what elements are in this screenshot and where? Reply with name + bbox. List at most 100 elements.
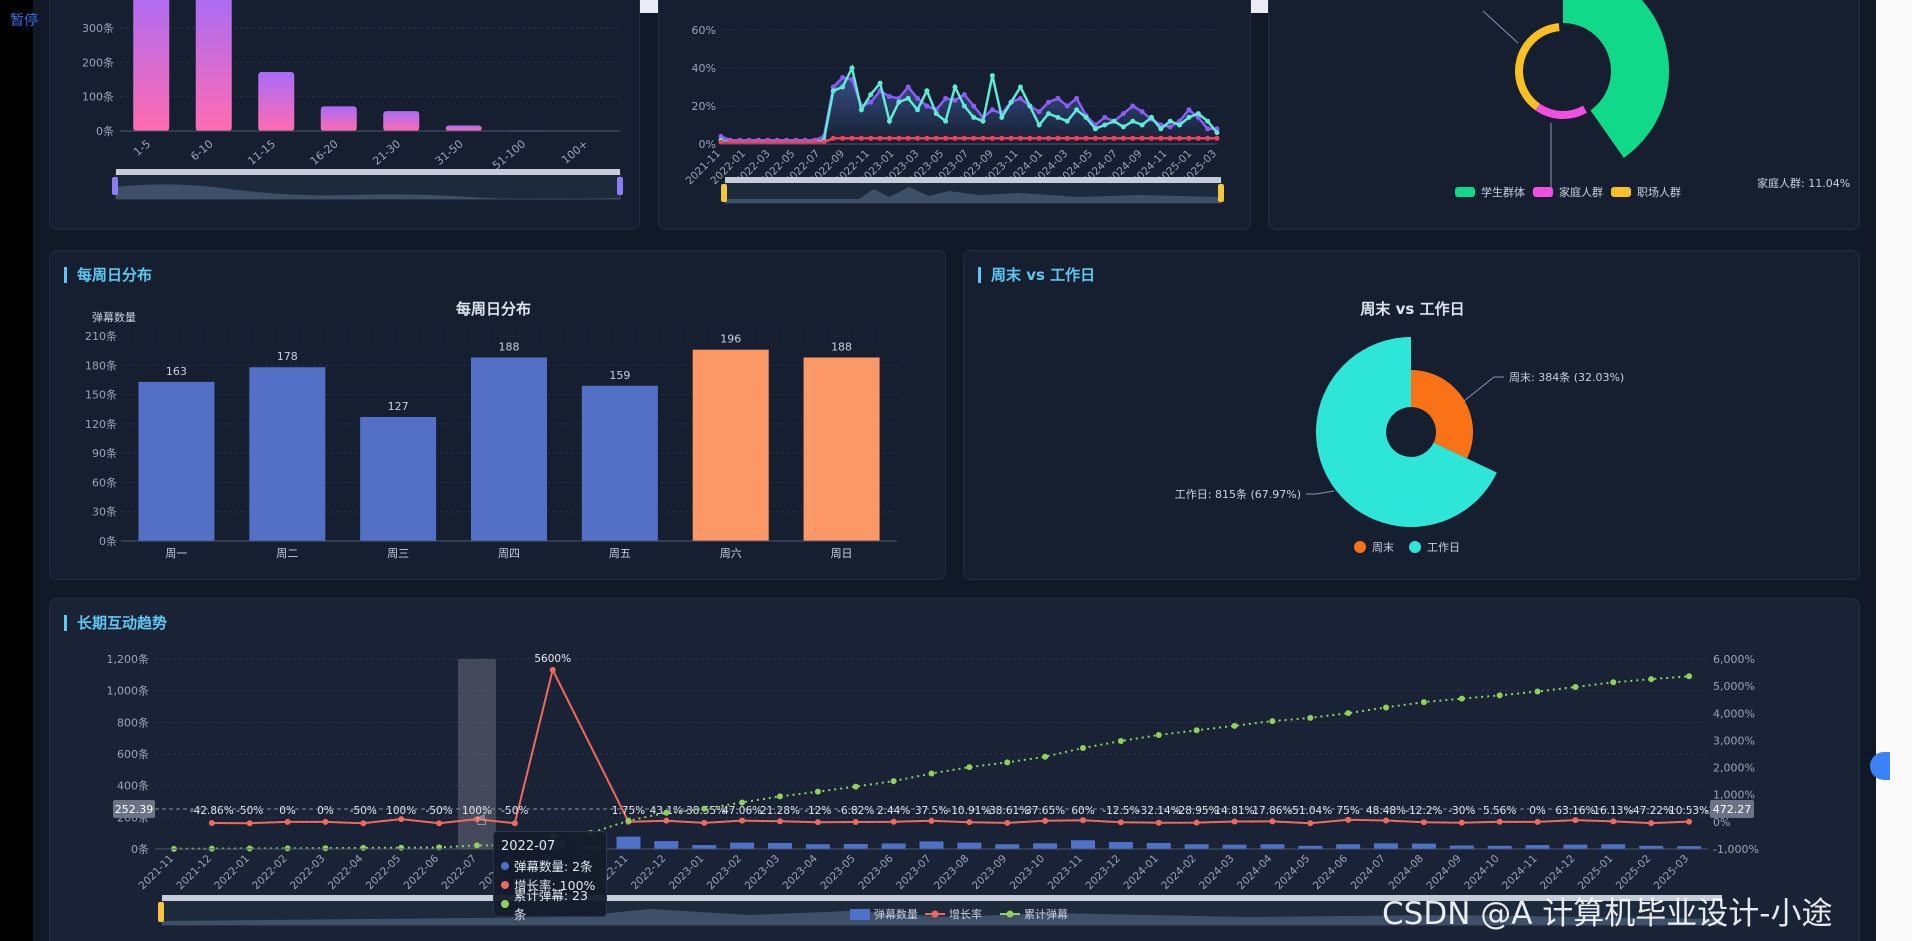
growth-line (211, 667, 1690, 825)
series-point (999, 114, 1005, 120)
series-point (1148, 114, 1154, 120)
growth-point (549, 666, 556, 673)
card-weekend: 周末 vs 工作日 周末 vs 工作日 周末: 384条 (32.03%) 工作日… (963, 250, 1860, 580)
legend-swatch-dot (931, 910, 939, 918)
series-point (727, 139, 733, 145)
zoom-slider-track (162, 895, 1722, 901)
growth-point (1117, 819, 1124, 826)
pie-slice (1563, 0, 1669, 158)
growth-point (1231, 818, 1238, 825)
growth-point (1080, 817, 1087, 824)
bar (995, 844, 1020, 849)
bar (1525, 845, 1550, 849)
cumulative-point (1534, 688, 1541, 695)
growth-label: 37.5% (915, 805, 948, 817)
x-tick-label: 2022-06 (402, 852, 442, 892)
series-point (849, 135, 855, 141)
legend-label: 学生群体 (1481, 185, 1525, 199)
bar (1449, 845, 1474, 849)
series-point (1158, 135, 1164, 141)
series-point (1139, 109, 1145, 115)
bar (692, 845, 717, 849)
series-point (1102, 122, 1108, 128)
series-point (961, 103, 967, 109)
y-tick-label: 40% (692, 62, 716, 75)
legend-label: 职场人群 (1637, 185, 1681, 199)
bar (1298, 845, 1323, 849)
series-point (1036, 109, 1042, 115)
series-point (961, 135, 967, 141)
series-point (1139, 122, 1145, 128)
x-tick-label: 2021-12 (174, 853, 214, 893)
y-tick-label-right: 5,000% (1713, 680, 1755, 693)
series-point (793, 139, 799, 145)
series-point (1008, 99, 1014, 105)
side-float-button[interactable] (1870, 752, 1890, 780)
series-point (971, 135, 977, 141)
label-leader-line (1463, 376, 1504, 402)
longterm-combo-chart: 0条200条400条600条800条1,000条1,200条-1,000%0%1… (107, 652, 1759, 926)
cumulative-point (1383, 704, 1390, 711)
x-tick-label: 100+ (559, 137, 591, 166)
zoom-handle-right (617, 177, 623, 195)
x-tick-label: 2022-07 (440, 853, 480, 893)
cumulative-point (625, 817, 632, 824)
growth-point (1572, 817, 1579, 824)
series-point (924, 103, 930, 109)
cumulative-point (1648, 676, 1655, 683)
series-point (1036, 122, 1042, 128)
y-tick-label: 0条 (131, 842, 149, 856)
x-tick-label: 2024-10 (1462, 853, 1502, 893)
series-point (933, 135, 939, 141)
series-point (1214, 130, 1220, 136)
bar (1374, 843, 1399, 849)
data-label: 127 (388, 400, 409, 413)
cumulative-point (1004, 759, 1011, 766)
series-point (1055, 135, 1061, 141)
x-tick-label: 2024-03 (1197, 853, 1237, 893)
pause-label[interactable]: 暂停 (10, 13, 38, 29)
series-point (989, 73, 995, 79)
card-growth-trend: 0% 20% 40% 60% 2021-11 2022-01 2022-03 2022-05 2… (658, 0, 1251, 230)
series-point (1046, 99, 1052, 105)
y-tick-label: 0% (699, 138, 716, 151)
bar (1487, 845, 1512, 849)
y-tick-label: 200条 (82, 55, 114, 69)
cumulative-point (436, 844, 443, 851)
x-tick-label: 2023-11 (1046, 853, 1086, 893)
x-tick-label: 2023-05 (818, 853, 858, 893)
bar (805, 844, 830, 849)
series-point (1027, 103, 1033, 109)
growth-label: 100% (462, 805, 492, 817)
growth-point (208, 820, 215, 827)
growth-label: -42.86% (190, 805, 234, 817)
y-tick-label: 60% (692, 24, 716, 37)
series-point (896, 99, 902, 105)
bar (957, 842, 982, 849)
growth-point (1458, 819, 1465, 826)
x-tick-label: 16-20 (308, 137, 341, 168)
bar (616, 836, 641, 849)
y-axis-title: 弹幕数量 (92, 310, 136, 324)
data-label: 159 (609, 369, 630, 382)
cumulative-point (1117, 738, 1124, 745)
weekday-bar-chart: 弹幕数量 0条 30条 60条 90条 120条 150条 180条 210条 163 周一 178 周… (85, 310, 897, 560)
growth-point (1345, 816, 1352, 823)
series-point (877, 135, 883, 141)
card-title: 每周日分布 (64, 267, 152, 283)
y-tick-label: 600条 (117, 747, 149, 761)
growth-point (814, 819, 821, 826)
chart-tooltip: 2022-07 弹幕数量: 2条 增长率: 100% 累计弹幕: 23条 (493, 831, 607, 922)
y-tick-label-right: 1,000% (1713, 789, 1755, 802)
growth-point (1383, 817, 1390, 824)
legend-swatch (1455, 187, 1475, 197)
series-point (980, 118, 986, 124)
series-point (952, 97, 958, 103)
y-tick-label: 120条 (85, 417, 117, 431)
growth-label: 1.75% (612, 805, 645, 817)
bar (1411, 843, 1436, 849)
bar (1184, 844, 1209, 849)
cumulative-point (1345, 710, 1352, 717)
growth-label: 0% (317, 805, 334, 817)
